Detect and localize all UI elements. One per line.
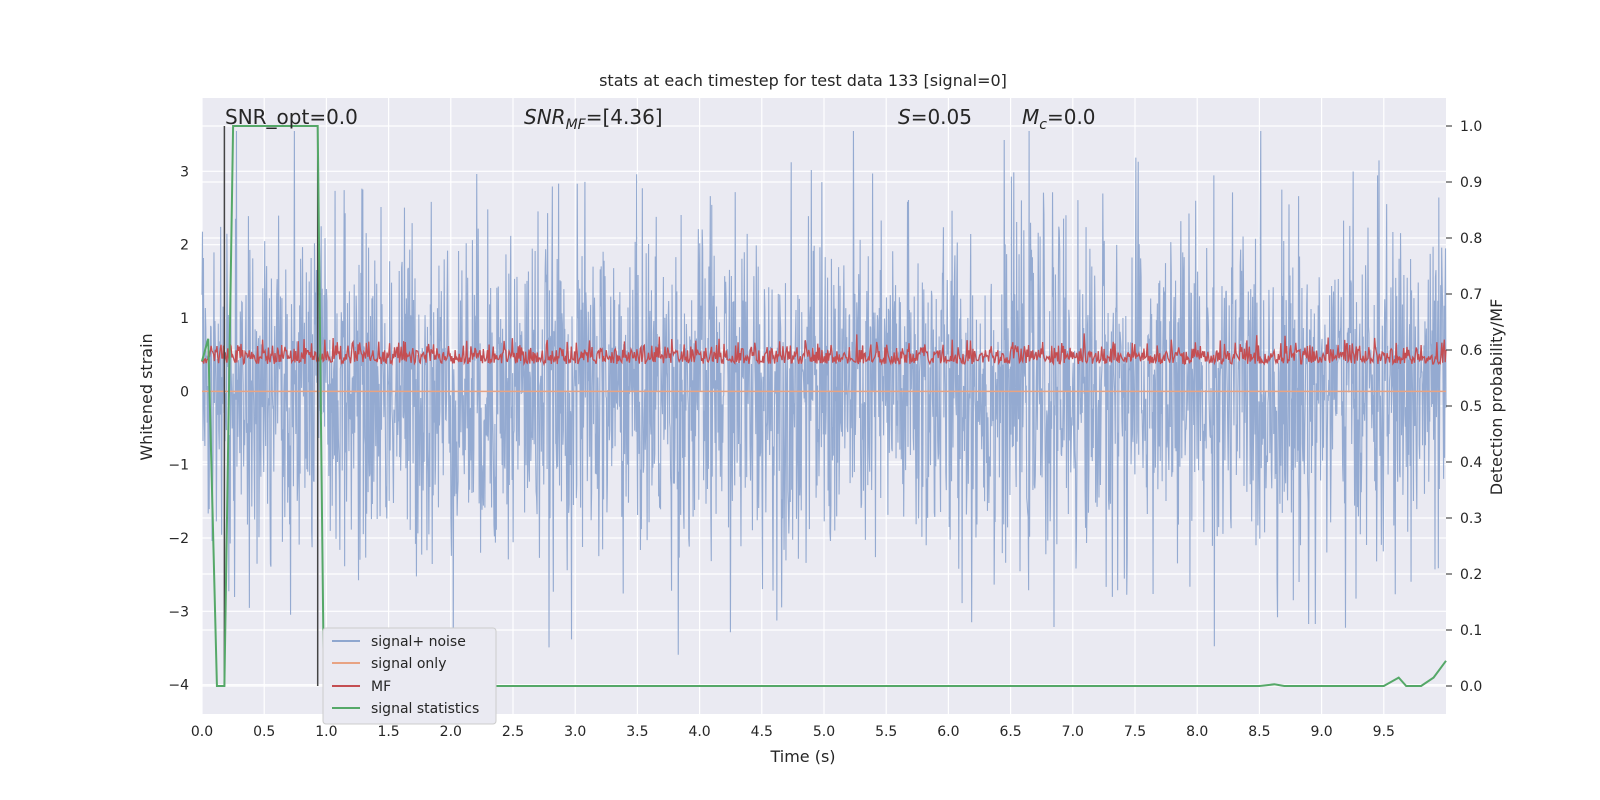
- legend-label-signal-noise: signal+ noise: [371, 634, 466, 650]
- x-tick-label: 5.0: [813, 724, 835, 740]
- x-tick-label: 2.0: [440, 724, 462, 740]
- legend-item-signal-only: signal only: [332, 656, 446, 672]
- x-tick-label: 8.0: [1186, 724, 1208, 740]
- y-tick-label: 3: [180, 164, 189, 180]
- series-mf-line: [201, 333, 1447, 367]
- legend-item-mf: MF: [332, 679, 391, 695]
- x-tick-label: 1.5: [377, 724, 399, 740]
- y2-tick-label: 0.1: [1460, 623, 1482, 639]
- legend-label-mf: MF: [371, 679, 391, 695]
- x-tick-label: 5.5: [875, 724, 897, 740]
- y2-tick-label: 0.9: [1460, 175, 1482, 191]
- y-tick-label: −2: [168, 531, 189, 547]
- y2-axis: 0.0 0.1 0.2 0.3 0.4 0.5 0.6 0.7 0.8 0.9 1.0: [1446, 119, 1482, 695]
- x-tick-label: 0.0: [191, 724, 213, 740]
- y-tick-label: 1: [180, 311, 189, 327]
- x-tick-label: 3.5: [626, 724, 648, 740]
- legend-box: [322, 627, 497, 725]
- plot-content: [201, 125, 1447, 687]
- annotation-snr-mf: SNRMF=[4.36]: [524, 105, 663, 133]
- y2-tick-label: 0.7: [1460, 287, 1482, 303]
- y2-tick-label: 0.2: [1460, 567, 1482, 583]
- y-axis: −4 −3 −2 −1 0 1 2 3: [168, 164, 189, 693]
- x-tick-label: 6.0: [937, 724, 959, 740]
- x-tick-label: 9.5: [1373, 724, 1395, 740]
- legend-item-signal-noise: signal+ noise: [332, 634, 466, 650]
- y2-tick-label: 0.0: [1460, 679, 1482, 695]
- legend-label-signal-statistics: signal statistics: [371, 701, 479, 717]
- y2-tick-label: 0.8: [1460, 231, 1482, 247]
- series-signal-statistics-line: [201, 125, 1447, 687]
- y2-tick-label: 0.4: [1460, 455, 1482, 471]
- x-tick-label: 2.5: [502, 724, 524, 740]
- annotation-s: S=0.05: [898, 105, 972, 129]
- annotation-snr-opt: SNR_opt=0.0: [225, 105, 358, 129]
- legend-item-signal-statistics: signal statistics: [332, 701, 479, 717]
- y-axis-label: Whitened strain: [137, 333, 156, 460]
- annotation-mc: Mc=0.0: [1022, 105, 1096, 133]
- x-tick-label: 3.0: [564, 724, 586, 740]
- y-tick-label: 0: [180, 384, 189, 400]
- y2-tick-label: 0.3: [1460, 511, 1482, 527]
- x-tick-label: 9.0: [1310, 724, 1332, 740]
- x-tick-label: 7.5: [1124, 724, 1146, 740]
- x-tick-label: 7.0: [1062, 724, 1084, 740]
- y-tick-label: −3: [168, 604, 189, 620]
- legend-label-signal-only: signal only: [371, 656, 446, 672]
- x-axis: 0.0 0.5 1.0 1.5 2.0 2.5 3.0 3.5 4.0 4.5 5.0 5.5 6.0 6…: [191, 724, 1395, 740]
- series-signal-noise-line: [201, 130, 1447, 655]
- x-tick-label: 0.5: [253, 724, 275, 740]
- x-axis-label: Time (s): [769, 747, 835, 766]
- x-tick-label: 4.0: [688, 724, 710, 740]
- legend: signal+ noise signal only MF signal stat…: [322, 627, 497, 725]
- chart-title: stats at each timestep for test data 133…: [599, 71, 1007, 90]
- y2-tick-label: 1.0: [1460, 119, 1482, 135]
- y-tick-label: 2: [180, 238, 189, 254]
- y2-tick-label: 0.6: [1460, 343, 1482, 359]
- y2-axis-label: Detection probability/MF: [1487, 299, 1506, 496]
- x-tick-label: 6.5: [999, 724, 1021, 740]
- y-tick-label: −4: [168, 678, 189, 694]
- y-tick-label: −1: [168, 458, 189, 474]
- x-tick-label: 1.0: [315, 724, 337, 740]
- x-tick-label: 4.5: [751, 724, 773, 740]
- y2-tick-label: 0.5: [1460, 399, 1482, 415]
- x-tick-label: 8.5: [1248, 724, 1270, 740]
